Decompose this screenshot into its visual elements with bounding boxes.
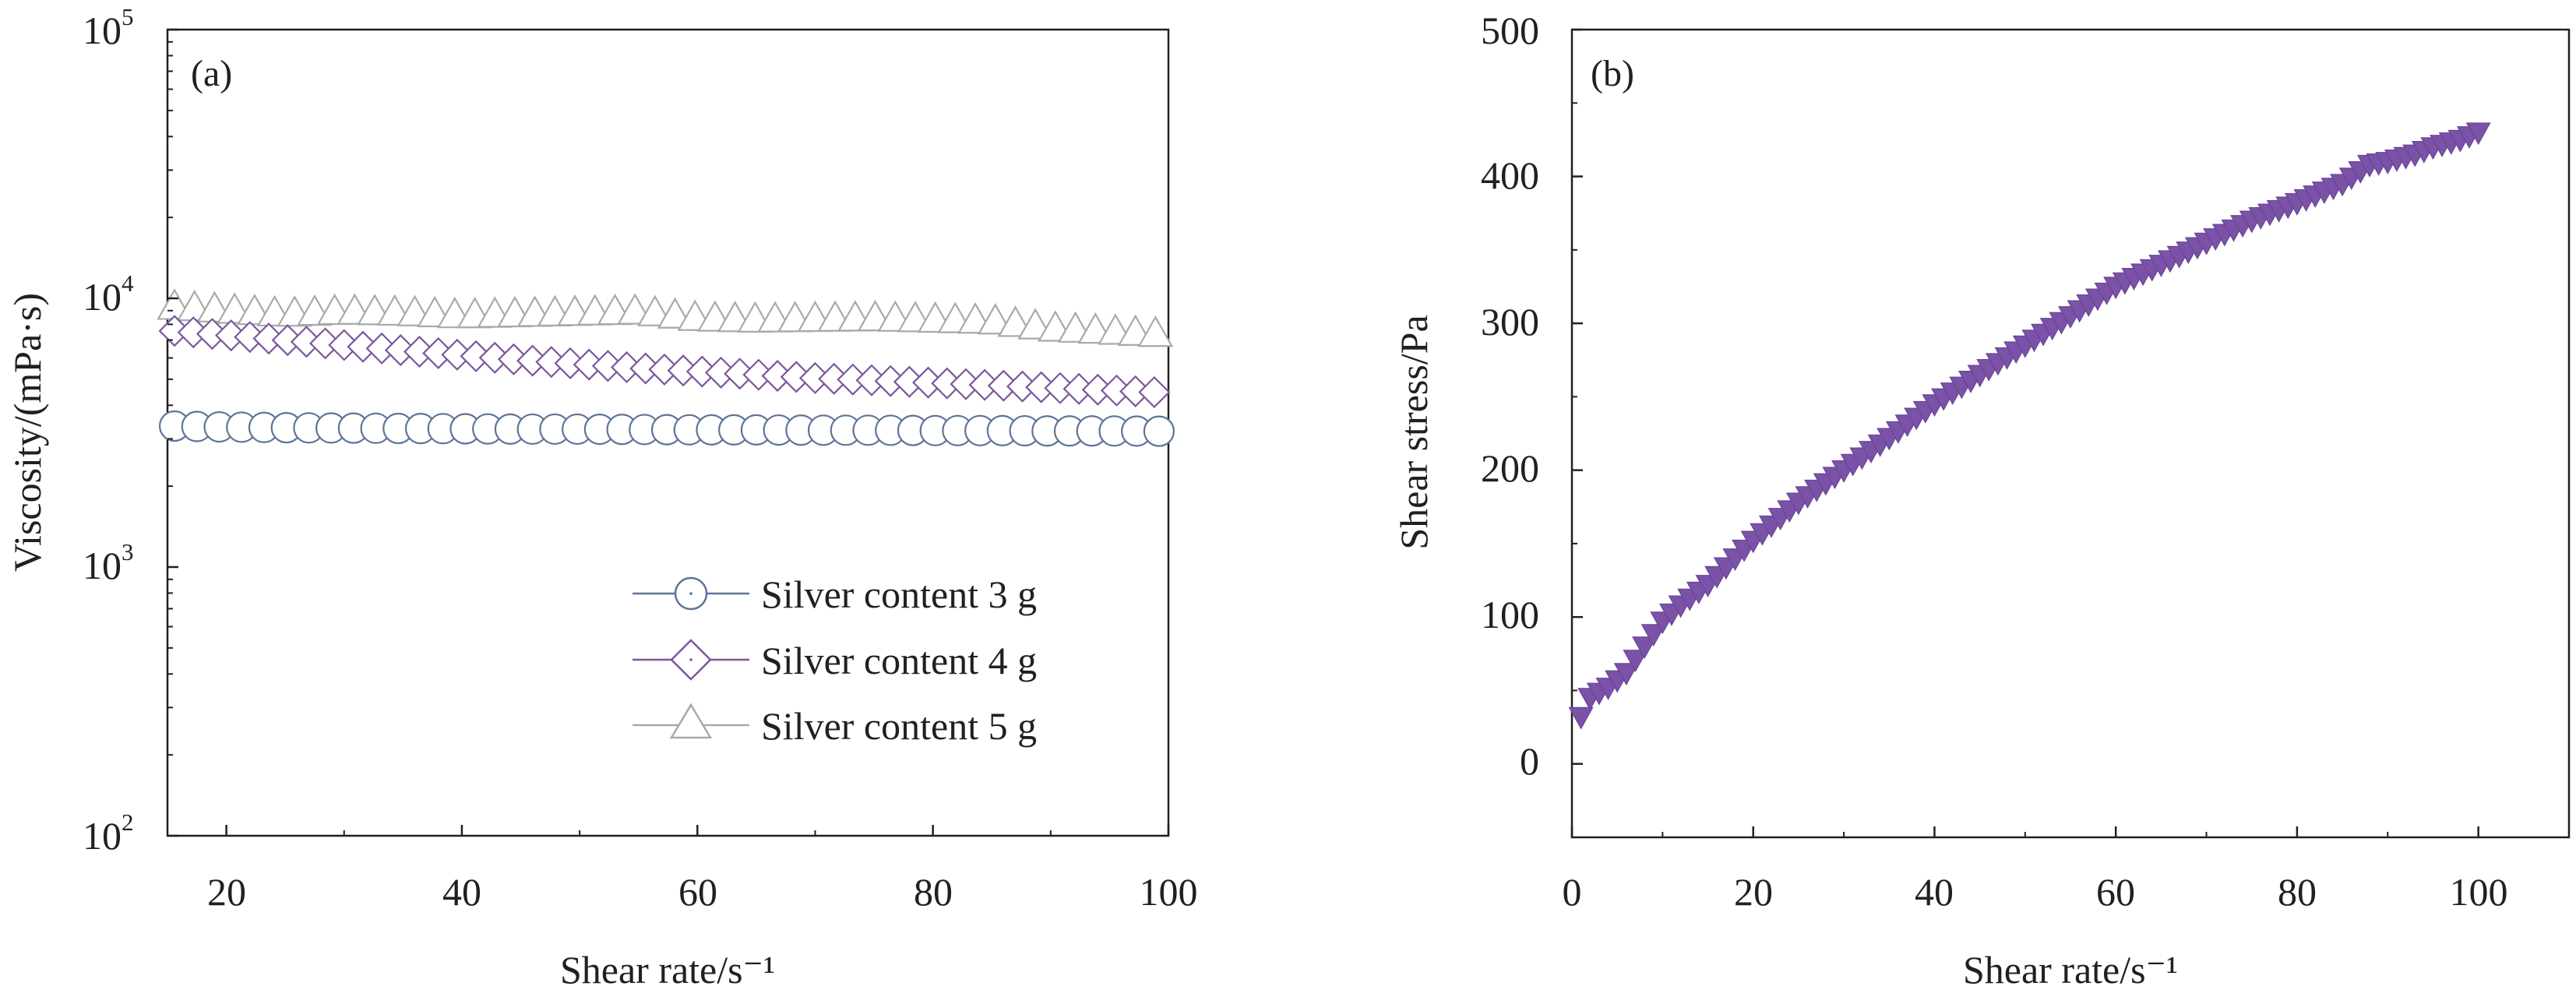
chart-a-data-marks	[157, 288, 1175, 447]
chart-a-y-axis-label: Viscosity/(mPa·s)	[5, 293, 49, 572]
chart-a-series-triangle	[157, 288, 1174, 347]
chart-a-series-circle	[158, 410, 1175, 447]
data-point-triangle-down	[1632, 636, 1658, 660]
chart-b-y-tick-label: 400	[1481, 153, 1539, 197]
chart-a-x-tick-label: 20	[207, 870, 246, 914]
chart-a-y-tick-label: 103	[83, 538, 134, 587]
chart-b-x-tick-label: 0	[1563, 870, 1582, 914]
chart-b-y-tick-label: 0	[1520, 739, 1539, 783]
data-point-diamond	[1138, 375, 1171, 409]
chart-b-x-tick-label: 80	[2278, 870, 2317, 914]
chart-b-x-tick-label: 40	[1915, 870, 1954, 914]
chart-b-x-tick-label: 100	[2450, 870, 2508, 914]
chart-b-y-axis-label: Shear stress/Pa	[1392, 315, 1436, 549]
chart-b: (b) 0 100 200 300 400 500 0 20 40 60 80 …	[1392, 9, 2571, 992]
data-point-triangle-down	[1568, 706, 1594, 730]
chart-b-plot-frame	[1570, 28, 2571, 839]
chart-a-x-tick-label: 40	[442, 870, 481, 914]
chart-a-y-tick-label: 102	[83, 808, 134, 858]
chart-a-y-tick-label: 105	[83, 3, 134, 52]
data-point-triangle-down	[1623, 650, 1648, 673]
data-point-triangle-down	[1640, 624, 1666, 647]
chart-a-panel-tag: (a)	[191, 53, 232, 94]
chart-b-data-marks	[1568, 122, 2491, 730]
legend-label-4g: Silver content 4 g	[761, 639, 1037, 682]
data-point-triangle	[1137, 315, 1174, 347]
chart-b-series-stress	[1568, 122, 2491, 730]
legend-label-5g: Silver content 5 g	[761, 704, 1037, 748]
chart-a-x-tick-label: 80	[914, 870, 953, 914]
chart-b-x-tick-label: 60	[2096, 870, 2135, 914]
chart-a-axis-ticks	[167, 28, 1170, 837]
chart-a-legend: Silver content 3 g Silver content 4 g Si…	[633, 572, 1037, 748]
legend-triangle-marker	[669, 703, 713, 739]
data-point-circle	[1143, 415, 1175, 447]
chart-a-x-tick-label: 100	[1140, 870, 1198, 914]
chart-b-y-tick-label: 500	[1481, 9, 1539, 52]
chart-a: (a) 102 103 104 105 20 40 60 80 100 Shea…	[5, 3, 1198, 992]
chart-a-y-tick-label: 104	[83, 269, 134, 319]
legend-circle-center	[689, 592, 692, 595]
chart-a-x-axis-label: Shear rate/s⁻¹	[560, 948, 775, 992]
legend-item-4g: Silver content 4 g	[633, 639, 1037, 682]
legend-item-3g: Silver content 3 g	[633, 572, 1037, 616]
chart-b-x-axis-label: Shear rate/s⁻¹	[1963, 948, 2178, 992]
chart-b-panel-tag: (b)	[1591, 53, 1634, 94]
legend-diamond-center	[689, 658, 692, 661]
chart-a-series-diamond	[158, 315, 1171, 409]
chart-b-y-tick-label: 100	[1481, 593, 1539, 636]
chart-b-y-tick-label: 300	[1481, 300, 1539, 343]
chart-b-x-tick-label: 20	[1734, 870, 1773, 914]
data-point-triangle	[997, 305, 1034, 337]
data-point-triangle-down	[1613, 663, 1639, 686]
chart-b-axis-ticks	[1570, 28, 2570, 838]
legend-item-5g: Silver content 5 g	[633, 703, 1037, 748]
chart-a-x-tick-label: 60	[678, 870, 717, 914]
legend-label-3g: Silver content 3 g	[761, 572, 1037, 616]
data-point-triangle-down	[2465, 122, 2491, 146]
chart-b-y-tick-label: 200	[1481, 446, 1539, 490]
